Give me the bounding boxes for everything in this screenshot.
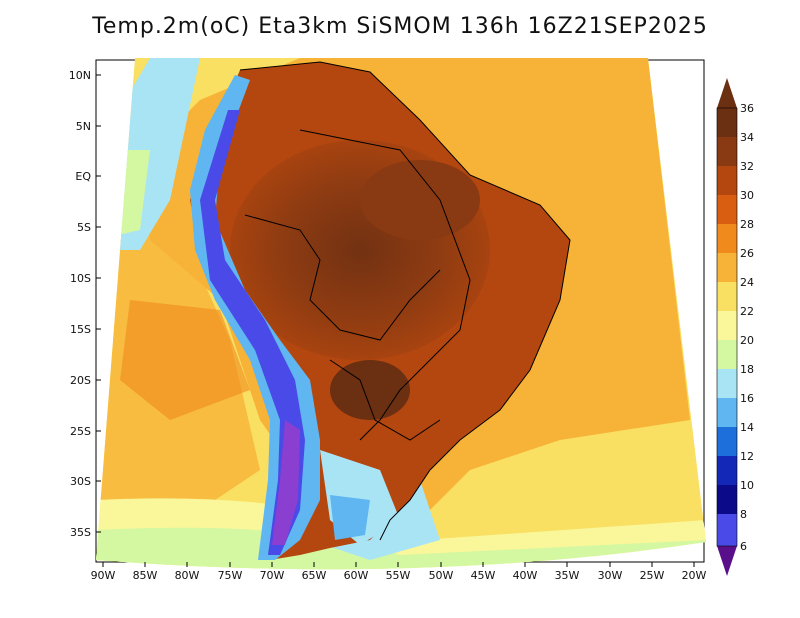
temperature-field (96, 58, 706, 570)
lon-tick-label: 80W (175, 569, 200, 582)
colorbar-label: 36 (740, 102, 754, 115)
lon-tick-label: 50W (429, 569, 454, 582)
colorbar: 36 34 32 30 28 26 24 22 20 18 16 14 12 1… (716, 78, 754, 576)
lon-tick-label: 65W (302, 569, 327, 582)
lat-tick-label: 35S (70, 526, 91, 539)
colorbar-segment (717, 456, 737, 485)
colorbar-segment (717, 340, 737, 369)
lat-tick-label: 5N (76, 120, 91, 133)
lat-tick-label: 15S (70, 323, 91, 336)
colorbar-segment (717, 108, 737, 137)
lon-tick-label: 35W (555, 569, 580, 582)
colorbar-label: 6 (740, 540, 747, 553)
colorbar-label: 32 (740, 160, 754, 173)
map-title: Temp.2m(oC) Eta3km SiSMOM 136h 16Z21SEP2… (92, 14, 708, 39)
colorbar-segment (717, 224, 737, 253)
lon-tick-label: 45W (471, 569, 496, 582)
colorbar-label: 28 (740, 218, 754, 231)
colorbar-segment (717, 369, 737, 398)
lon-tick-label: 30W (598, 569, 623, 582)
colorbar-label: 12 (740, 450, 754, 463)
colorbar-label: 26 (740, 247, 754, 260)
colorbar-segment (717, 253, 737, 282)
lat-tick-label: 20S (70, 374, 91, 387)
colorbar-segment (717, 485, 737, 514)
lat-tick-label: EQ (75, 170, 91, 183)
colorbar-label: 30 (740, 189, 754, 202)
colorbar-segment (717, 514, 737, 546)
colorbar-segment (717, 137, 737, 166)
colorbar-segment (717, 311, 737, 340)
colorbar-label: 10 (740, 479, 754, 492)
colorbar-segment (717, 398, 737, 427)
colorbar-top-arrow (717, 78, 737, 108)
colorbar-label: 20 (740, 334, 754, 347)
lat-tick-label: 25S (70, 425, 91, 438)
colorbar-label: 14 (740, 421, 754, 434)
lon-tick-label: 25W (640, 569, 665, 582)
lon-tick-label: 60W (344, 569, 369, 582)
lon-tick-label: 55W (386, 569, 411, 582)
colorbar-label: 8 (740, 508, 747, 521)
colorbar-label: 24 (740, 276, 754, 289)
longitude-axis: 90W 85W 80W 75W 70W 65W 60W 55W 50W 45W … (91, 562, 707, 582)
lon-tick-label: 90W (91, 569, 116, 582)
lat-tick-label: 30S (70, 475, 91, 488)
colorbar-label: 34 (740, 131, 754, 144)
colorbar-segment (717, 282, 737, 311)
colorbar-label: 16 (740, 392, 754, 405)
colorbar-label: 18 (740, 363, 754, 376)
lat-tick-label: 10S (70, 272, 91, 285)
lon-tick-label: 75W (218, 569, 243, 582)
colorbar-segment (717, 166, 737, 195)
colorbar-segment (717, 427, 737, 456)
colorbar-label: 22 (740, 305, 754, 318)
lat-tick-label: 10N (69, 69, 91, 82)
lon-tick-label: 20W (682, 569, 707, 582)
lon-tick-label: 85W (133, 569, 158, 582)
latitude-axis: 10N 5N EQ 5S 10S 15S 20S 25S 30S 35S (69, 69, 101, 539)
lon-tick-label: 70W (260, 569, 285, 582)
colorbar-bottom-arrow (717, 546, 737, 576)
coastline-outlines (239, 61, 571, 541)
colorbar-segment (717, 195, 737, 224)
lat-tick-label: 5S (77, 221, 91, 234)
lon-tick-label: 40W (513, 569, 538, 582)
